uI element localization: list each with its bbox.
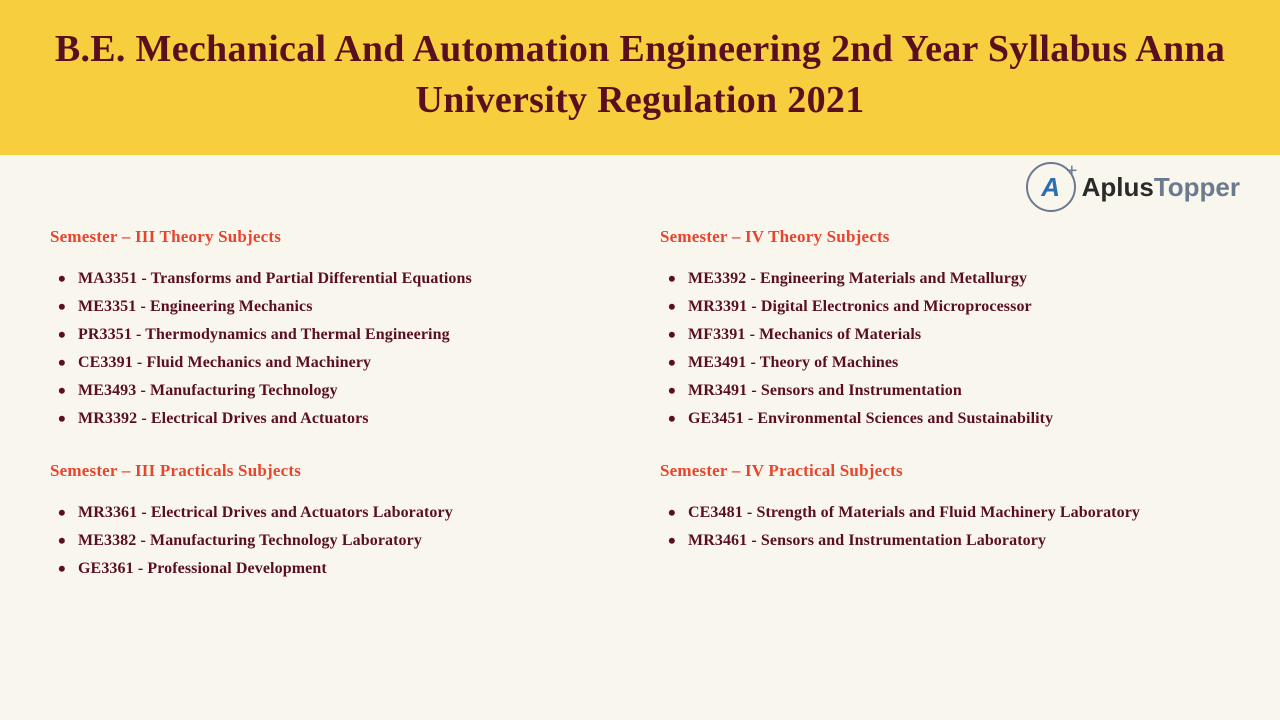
sem4-theory-heading: Semester – IV Theory Subjects xyxy=(660,227,1230,247)
list-item: CE3481 - Strength of Materials and Fluid… xyxy=(660,499,1230,527)
logo-text-aplus: Aplus xyxy=(1082,172,1154,202)
right-column: Semester – IV Theory Subjects ME3392 - E… xyxy=(660,227,1230,611)
header-banner: B.E. Mechanical And Automation Engineeri… xyxy=(0,0,1280,155)
list-item: MR3491 - Sensors and Instrumentation xyxy=(660,377,1230,405)
list-item: GE3361 - Professional Development xyxy=(50,555,620,583)
list-item: MR3391 - Digital Electronics and Micropr… xyxy=(660,293,1230,321)
left-column: Semester – III Theory Subjects MA3351 - … xyxy=(50,227,620,611)
list-item: ME3491 - Theory of Machines xyxy=(660,349,1230,377)
list-item: MR3392 - Electrical Drives and Actuators xyxy=(50,405,620,433)
brand-logo: A + AplusTopper xyxy=(1026,162,1240,212)
list-item: MR3361 - Electrical Drives and Actuators… xyxy=(50,499,620,527)
page-title: B.E. Mechanical And Automation Engineeri… xyxy=(40,24,1240,127)
sem4-practical-list: CE3481 - Strength of Materials and Fluid… xyxy=(660,499,1230,555)
sem4-practical-heading: Semester – IV Practical Subjects xyxy=(660,461,1230,481)
list-item: GE3451 - Environmental Sciences and Sust… xyxy=(660,405,1230,433)
list-item: ME3392 - Engineering Materials and Metal… xyxy=(660,265,1230,293)
logo-letter: A xyxy=(1041,172,1060,203)
sem3-practical-heading: Semester – III Practicals Subjects xyxy=(50,461,620,481)
sem3-theory-list: MA3351 - Transforms and Partial Differen… xyxy=(50,265,620,433)
list-item: ME3382 - Manufacturing Technology Labora… xyxy=(50,527,620,555)
logo-plus-icon: + xyxy=(1066,160,1077,183)
list-item: CE3391 - Fluid Mechanics and Machinery xyxy=(50,349,620,377)
list-item: MF3391 - Mechanics of Materials xyxy=(660,321,1230,349)
logo-text-topper: Topper xyxy=(1154,172,1240,202)
list-item: MR3461 - Sensors and Instrumentation Lab… xyxy=(660,527,1230,555)
list-item: PR3351 - Thermodynamics and Thermal Engi… xyxy=(50,321,620,349)
sem3-practical-list: MR3361 - Electrical Drives and Actuators… xyxy=(50,499,620,583)
sem3-theory-heading: Semester – III Theory Subjects xyxy=(50,227,620,247)
list-item: ME3351 - Engineering Mechanics xyxy=(50,293,620,321)
list-item: ME3493 - Manufacturing Technology xyxy=(50,377,620,405)
logo-text: AplusTopper xyxy=(1082,172,1240,203)
sem4-theory-list: ME3392 - Engineering Materials and Metal… xyxy=(660,265,1230,433)
logo-badge: A + xyxy=(1026,162,1076,212)
list-item: MA3351 - Transforms and Partial Differen… xyxy=(50,265,620,293)
content-area: Semester – III Theory Subjects MA3351 - … xyxy=(0,155,1280,631)
